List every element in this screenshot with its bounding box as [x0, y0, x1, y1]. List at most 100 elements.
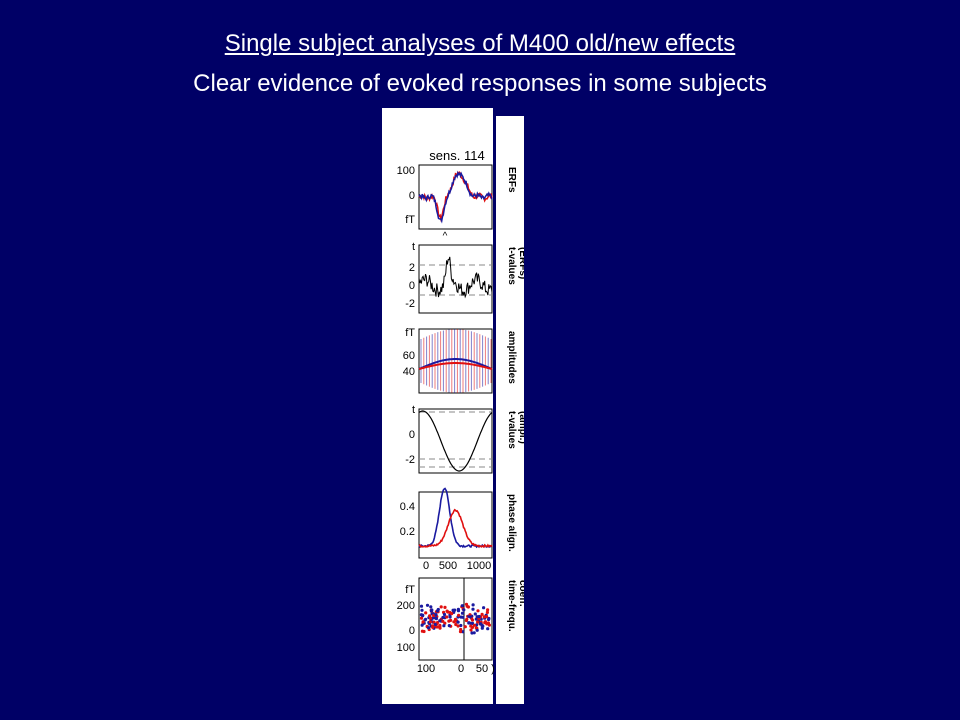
x-tick-label: 500 [439, 560, 457, 572]
y-tick-label: -2 [405, 454, 415, 466]
tf-scatter-point [421, 620, 425, 624]
phase-trace-red [418, 508, 493, 549]
tf-scatter-point [442, 612, 447, 617]
panel-frame [418, 577, 493, 661]
tf-scatter-point [475, 628, 479, 632]
tf-scatter-point [473, 612, 477, 616]
tf-scatter-point [434, 617, 438, 621]
y-tick-label: 0.2 [400, 526, 415, 538]
x-tick-label: 0 [458, 663, 464, 675]
y-tick-label: 40 [403, 366, 415, 378]
panel-side-label: t-values (ampl.) [506, 411, 524, 449]
panel-tvals-ampl: t 0 -2 t-values (ampl.) [405, 404, 524, 474]
tf-scatter-point [429, 609, 433, 613]
tf-scatter-point [482, 606, 486, 610]
tf-scatter-point [456, 607, 460, 611]
t-value-ampl-trace [418, 410, 493, 472]
tf-scatter-point [477, 617, 481, 621]
tf-scatter-point [486, 627, 490, 631]
x-tick-label: 50 [476, 663, 488, 675]
side-label-line: (ERFs) [517, 247, 524, 279]
tf-scatter-point [442, 624, 446, 628]
y-tick-label: t [412, 241, 415, 253]
tf-scatter-point [452, 620, 456, 624]
panel-side-label: ERFs [506, 167, 517, 193]
tf-scatter-point [483, 620, 487, 624]
tf-scatter-point [420, 623, 424, 627]
tf-scatter-point [470, 618, 475, 622]
side-label-line: amplitudes [506, 331, 517, 384]
tf-scatter-point [470, 631, 474, 635]
amplitude-mean-red [418, 362, 493, 370]
side-label-line: coeff. [517, 580, 524, 607]
tf-scatter-point [419, 604, 424, 608]
tf-scatter-point [485, 610, 489, 614]
tf-scatter-point [438, 624, 442, 629]
tf-scatter-point [420, 608, 424, 612]
panel-side-label: time-frequ. coeff. [506, 580, 524, 632]
tf-scatter-point [447, 624, 451, 628]
panel-tvals-erfs: t 2 0 -2 t-values (ERFs) [405, 241, 524, 314]
tf-scatter-point [464, 618, 468, 623]
tf-scatter-point [467, 621, 471, 625]
tf-scatter-point [429, 605, 433, 609]
tf-scatter-point [433, 622, 437, 627]
tf-scatter-point [438, 619, 442, 623]
tf-scatter-point [451, 608, 455, 612]
y-tick-label: -2 [405, 298, 415, 310]
tf-scatter-point [424, 611, 428, 615]
tf-scatter-point [428, 616, 433, 620]
tf-scatter-point [474, 617, 478, 621]
tf-scatter-point [471, 603, 475, 607]
tf-scatter-point [432, 616, 436, 620]
tf-scatter-point [419, 616, 424, 620]
slide-title: Single subject analyses of M400 old/new … [224, 30, 736, 57]
tf-scatter-point [481, 624, 485, 628]
tf-scatter-point [424, 617, 428, 621]
tf-scatter-point [485, 615, 489, 619]
tf-scatter-point [457, 613, 461, 617]
panel-frame [418, 408, 493, 474]
tf-scatter-point [469, 628, 473, 632]
x-tick-label: ) [491, 663, 495, 675]
figure-label-strip [495, 116, 524, 704]
tf-scatter-point [421, 613, 425, 617]
panel-frame [418, 328, 493, 394]
y-tick-label: 60 [403, 350, 415, 362]
tf-scatter-point [435, 625, 439, 629]
tf-scatter-point [428, 620, 432, 624]
tf-scatter-point [445, 609, 449, 613]
tf-scatter-point [435, 609, 440, 613]
tf-scatter-point [445, 615, 449, 619]
tf-scatter-point [476, 620, 480, 624]
figure-white-area [382, 108, 495, 704]
tf-scatter-point [459, 615, 463, 619]
panel-erfs: 100 0 fT ERFs ^ [397, 164, 517, 242]
panel-side-label: t-values (ERFs) [506, 247, 524, 285]
y-tick-label: 0 [409, 280, 415, 292]
y-tick-label: 200 [397, 600, 415, 612]
tf-scatter-point [453, 617, 458, 621]
tf-scatter-point [479, 622, 483, 626]
panel-phase: 0.4 0.2 0 500 1000 phase align. [400, 487, 517, 572]
tf-scatter-point [425, 603, 430, 607]
slide-subtitle: Clear evidence of evoked responses in so… [193, 70, 767, 97]
tf-scatter-point [462, 608, 466, 612]
y-tick-label: 0 [409, 625, 415, 637]
side-label-line: ERFs [506, 167, 517, 193]
y-tick-label: fT [405, 214, 415, 226]
tf-scatter-point [434, 613, 438, 617]
tf-scatter-point [431, 624, 435, 628]
y-tick-label: 100 [397, 165, 415, 177]
tf-scatter-point [441, 615, 445, 620]
tf-scatter-point [480, 612, 484, 616]
tf-scatter-point [439, 605, 443, 609]
tf-scatter-point [454, 622, 458, 627]
tf-scatter-point [443, 605, 447, 609]
y-tick-label: 2 [409, 262, 415, 274]
tf-scatter-point [456, 624, 460, 628]
tf-scatter-point [458, 630, 463, 634]
x-tick-label: 1000 [467, 560, 491, 572]
